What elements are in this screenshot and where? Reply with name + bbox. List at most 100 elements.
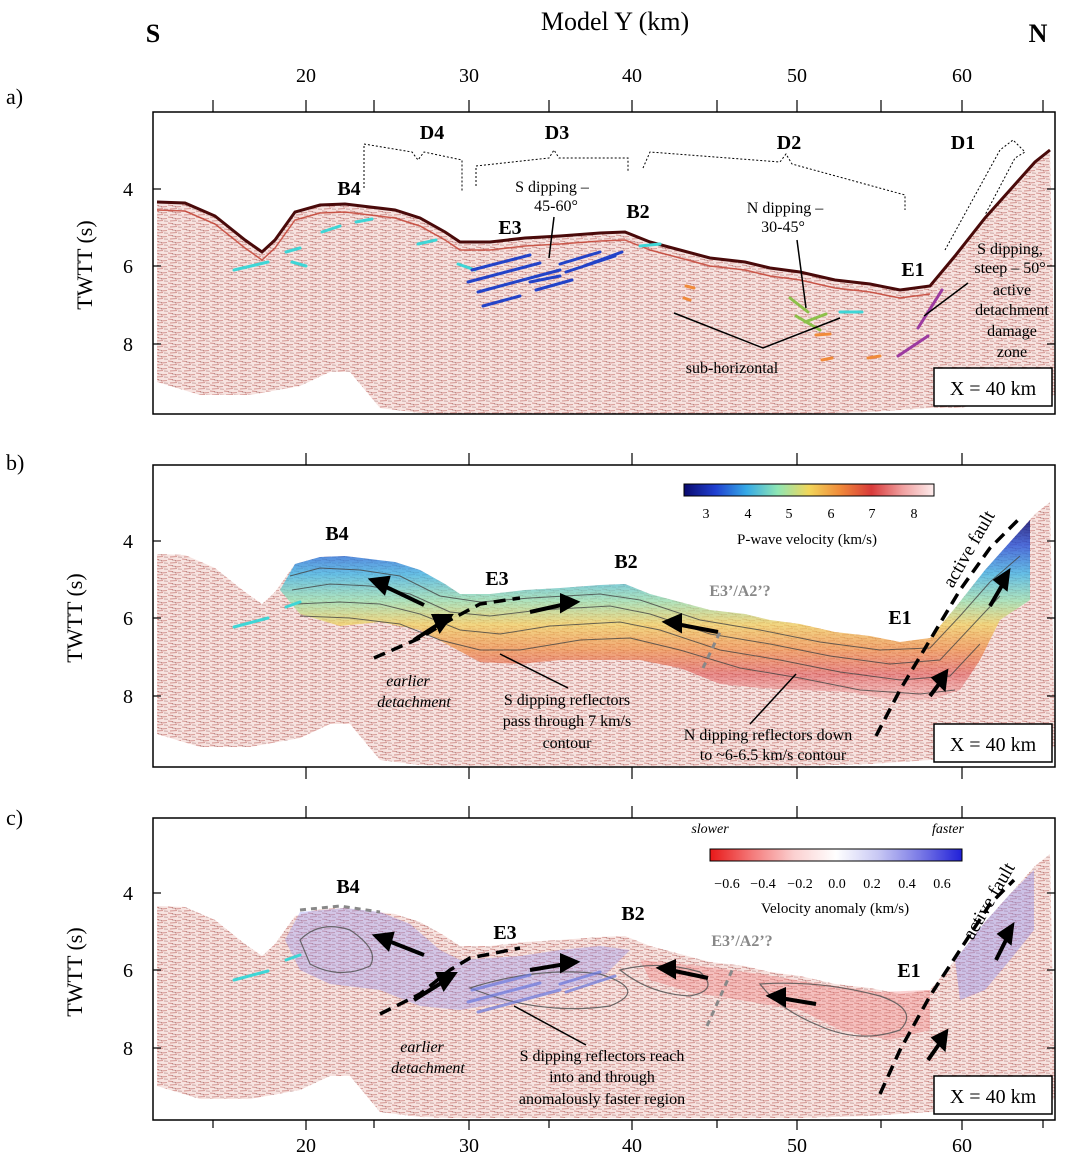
top-x-tick-label: 60 <box>952 65 972 87</box>
annotation-s-reflectors-pointer <box>513 1005 587 1046</box>
domain-label-d1: D1 <box>951 132 975 154</box>
panel-frame <box>152 817 1056 1121</box>
label-e1: E1 <box>888 607 911 629</box>
colorbar-tick-label: 8 <box>911 507 918 522</box>
annotation-n-dipping-2: 30-45° <box>761 219 805 236</box>
label-b2: B2 <box>621 903 644 925</box>
magenta-steep-reflectors <box>896 288 944 358</box>
domain-label-d3: D3 <box>545 122 569 144</box>
anomaly-faster-region <box>285 908 630 1010</box>
d4-bracket <box>363 143 463 192</box>
colorbar-velocity-ticks: 3 4 5 6 7 8 <box>703 507 918 522</box>
y-tick-label: 8 <box>123 1038 133 1060</box>
top-axis-title: Model Y (km) <box>541 7 689 36</box>
panel-ticks <box>153 453 1055 779</box>
label-e1: E1 <box>897 960 920 982</box>
domain-label-d4: D4 <box>420 122 444 144</box>
d3-bracket <box>475 149 629 186</box>
domain-label-d2: D2 <box>777 132 801 154</box>
annotation-earlier-2: detachment <box>377 694 451 711</box>
y-tick-labels: 4 6 8 <box>123 531 133 708</box>
top-x-tick-label: 50 <box>787 65 807 87</box>
colorbar-tick-label: 4 <box>745 507 752 522</box>
label-b4: B4 <box>325 523 348 545</box>
y-tick-label: 8 <box>123 334 133 356</box>
label-b4: B4 <box>337 178 360 200</box>
y-axis-label: TWTT (s) <box>62 927 87 1016</box>
top-x-tick-label: 40 <box>622 65 642 87</box>
colorbar-tick-label: 0.6 <box>933 877 951 892</box>
panel-ticks <box>153 100 1055 345</box>
annotation-steep-pointer <box>923 282 969 317</box>
panel-c: c) TWTT (s) 4 6 8 <box>6 805 1056 1130</box>
annotation-subhorizontal-pointer <box>673 312 841 349</box>
x-position-box <box>933 1075 1053 1115</box>
annotation-s-dipping-pointer <box>548 216 555 259</box>
y-tick-label: 8 <box>123 686 133 708</box>
seismic-section <box>157 150 1055 414</box>
colorbar-faster-label: faster <box>932 822 964 837</box>
y-tick-label: 4 <box>123 179 133 201</box>
label-e3: E3 <box>498 217 521 239</box>
x-position-box <box>933 723 1053 763</box>
bottom-x-tick-label: 50 <box>787 1135 807 1157</box>
cyan-reflectors <box>232 217 864 314</box>
colorbar-anomaly <box>709 848 963 862</box>
y-axis-label: TWTT (s) <box>72 220 97 309</box>
colorbar-tick-label: 0.4 <box>898 877 916 892</box>
active-fault-dashed <box>878 878 1016 1095</box>
label-b2: B2 <box>626 201 649 223</box>
y-axis-label: TWTT (s) <box>62 573 87 662</box>
x-position-label: X = 40 km <box>950 1086 1037 1108</box>
top-x-tick-label: 20 <box>296 65 316 87</box>
d1-bracket <box>944 139 1026 251</box>
y-tick-labels: 4 6 8 <box>123 179 133 356</box>
bottom-x-tick-label: 20 <box>296 1135 316 1157</box>
colorbar-tick-label: 5 <box>786 507 793 522</box>
annotation-earlier-1: earlier <box>400 1039 444 1056</box>
label-e1: E1 <box>901 259 924 281</box>
domain-brackets <box>363 139 1026 251</box>
black-arrows <box>371 921 1015 1062</box>
y-tick-label: 4 <box>123 883 133 905</box>
colorbar-tick-label: 0.0 <box>828 877 846 892</box>
panel-a: a) TWTT (s) 4 6 8 <box>6 84 1056 415</box>
colorbar-tick-label: −0.2 <box>787 877 812 892</box>
seafloor-reflector-2 <box>156 209 931 299</box>
south-label: S <box>146 19 160 48</box>
annotation-s-reflectors-2: into and through <box>549 1069 655 1086</box>
panel-frame <box>152 464 1056 768</box>
top-x-tick-label: 30 <box>459 65 479 87</box>
annotation-n-dipping-1: N dipping – <box>747 200 824 217</box>
cyan-reflectors <box>232 600 302 629</box>
colorbar-anomaly-ticks: −0.6 −0.4 −0.2 0.0 0.2 0.4 0.6 <box>714 877 950 892</box>
colorbar-tick-label: −0.6 <box>714 877 739 892</box>
label-b4: B4 <box>336 876 359 898</box>
label-b2: B2 <box>614 551 637 573</box>
earlier-detachment-dashed <box>379 946 521 1016</box>
y-tick-label: 4 <box>123 531 133 553</box>
colorbar-velocity <box>683 483 935 497</box>
colorbar-tick-label: 0.2 <box>863 877 881 892</box>
label-e3a2: E3’/A2’? <box>711 933 772 950</box>
y-tick-label: 6 <box>123 256 133 278</box>
top-x-tick-labels: 20 30 40 50 60 <box>296 65 972 87</box>
x-position-box <box>933 367 1053 407</box>
label-e3a2: E3’/A2’? <box>709 583 770 600</box>
panel-frame <box>152 111 1056 415</box>
blue-s-dipping-reflectors <box>466 250 624 308</box>
annotation-s-reflectors-3: anomalously faster region <box>519 1091 685 1108</box>
velocity-model-overlay <box>280 520 1030 700</box>
d2-bracket <box>642 151 906 210</box>
annotation-s-reflectors-1: S dipping reflectors reach <box>520 1048 685 1065</box>
annotation-s-dipping-1: S dipping – <box>515 179 590 196</box>
annotation-n-dipping-pointer <box>796 239 807 309</box>
y-tick-label: 6 <box>123 960 133 982</box>
annotation-earlier-2: detachment <box>391 1060 465 1077</box>
b4-dashed <box>299 904 381 914</box>
panel-label: a) <box>6 84 23 109</box>
annotation-active-4: zone <box>997 344 1027 361</box>
annotation-subhorizontal: sub-horizontal <box>686 360 779 377</box>
colorbar-tick-label: 6 <box>828 507 835 522</box>
panel-ticks <box>153 806 1055 1130</box>
